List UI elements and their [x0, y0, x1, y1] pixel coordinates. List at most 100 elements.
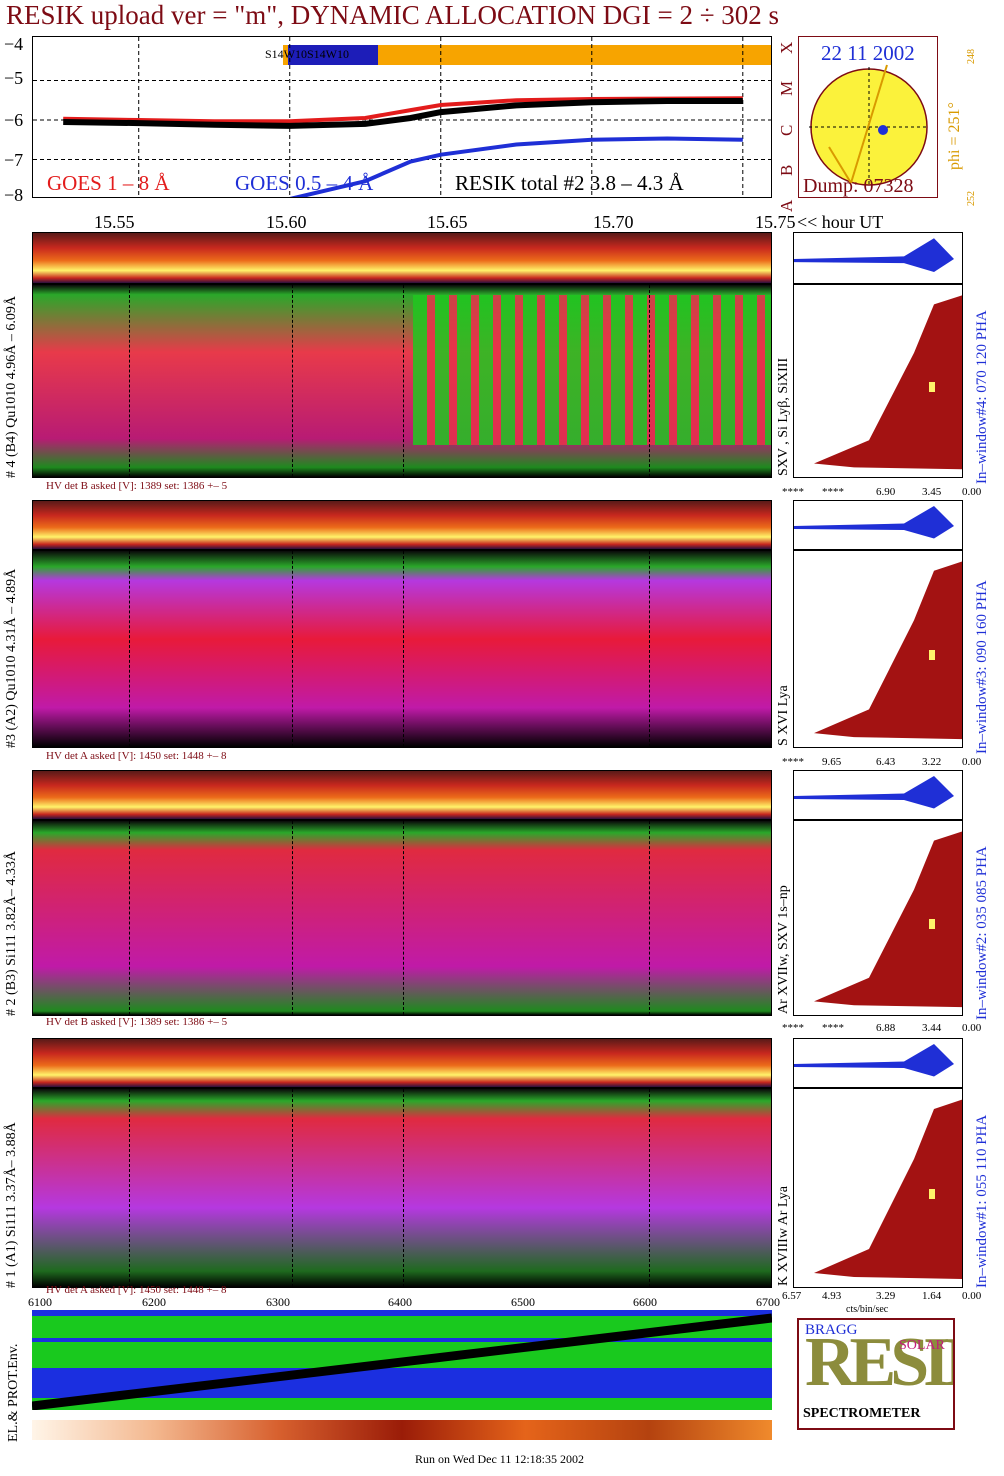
phi-top: 248: [966, 49, 977, 64]
bin-tick: 6700: [756, 1295, 780, 1309]
environment-strip: [32, 1310, 772, 1410]
pha-tick: 3.44: [922, 1022, 942, 1034]
y-tick: −5: [4, 68, 24, 88]
goes-svg: [33, 37, 771, 197]
panel-spectrum-main: [32, 820, 772, 1016]
panel-spectrum-strip: [32, 232, 772, 284]
pha-histogram-small: [793, 232, 963, 284]
goes-y-axis: −4 −5 −6 −7 −8: [0, 30, 30, 210]
color-scale-bar: [32, 1420, 772, 1440]
hour-tick: 15.65: [427, 212, 468, 232]
panel-spectrum-main: [32, 1088, 772, 1288]
logo-big: RESIK: [805, 1324, 953, 1401]
pha-histogram-small: [793, 770, 963, 820]
resik-logo: RESIK BRAGG SOLAR SPECTROMETER: [797, 1318, 955, 1430]
hour-axis-suffix: << hour UT: [797, 212, 884, 232]
panel-crystal-label: # 1 (A1) Si111 3.37Å– 3.88Å: [4, 1122, 19, 1288]
panel-crystal-label: #3 (A2) Qu1010 4.31Å – 4.89Å: [4, 568, 19, 748]
bin-tick: 6500: [511, 1295, 535, 1309]
pha-histogram-large: [793, 1088, 963, 1288]
legend-goes054: GOES 0.5 – 4 Å: [235, 171, 374, 195]
pha-histogram-large: [793, 550, 963, 748]
logo-bragg: BRAGG: [805, 1322, 858, 1338]
pha-tick: 3.29: [876, 1290, 896, 1302]
phi-label: phi = 251°: [946, 102, 963, 170]
pha-tick-row: **** **** 6.90 3.45 0.00: [782, 486, 981, 500]
hour-tick: 15.55: [94, 212, 135, 232]
legend-goes18: GOES 1 – 8 Å: [47, 171, 170, 195]
sun-disk-box: 22 11 2002 Dump: 07328: [798, 36, 938, 198]
pha-tick: ****: [782, 486, 804, 498]
pha-tick: ****: [782, 756, 804, 768]
series-line-resik-total-2-3-8-4-3-: [63, 98, 743, 129]
pha-tick: 6.90: [876, 486, 896, 498]
y-tick: −8: [4, 185, 24, 205]
pha-tick: 0.00: [962, 1022, 982, 1034]
pha-tick-row: **** 9.65 6.43 3.22 0.00: [782, 756, 981, 770]
pha-tick-row: **** **** 6.88 3.44 0.00: [782, 1022, 981, 1036]
class-b: B: [777, 164, 796, 176]
pha-tick: 6.88: [876, 1022, 896, 1034]
panel-hv-readout: HV det A asked [V]: 1450 set: 1448 +– 8: [46, 1284, 227, 1296]
position-bar-label: S14W10S14W10: [265, 47, 349, 61]
y-tick: −6: [4, 110, 24, 130]
panel-spectrum-main: [32, 284, 772, 478]
pha-tick: 4.93: [822, 1290, 842, 1302]
pha-tick: 0.00: [962, 486, 982, 498]
bin-tick: 6400: [388, 1295, 412, 1309]
pha-histogram-small: [793, 500, 963, 550]
panel-crystal-label: # 2 (B3) Si111 3.82Å– 4.33Å: [4, 850, 19, 1016]
panel-hv-readout: HV det A asked [V]: 1450 set: 1448 +– 8: [46, 750, 227, 762]
class-a: A: [777, 199, 796, 212]
pha-tick: 0.00: [962, 1290, 982, 1302]
pha-tick-row: 6.57 4.93 3.29 1.64 0.00: [782, 1290, 981, 1304]
goes-lightcurve-plot: S14W10S14W10 GOES 1 – 8 Å GOES 0.5 – 4 Å…: [32, 36, 772, 198]
dump-label: Dump: 07328: [803, 175, 914, 197]
panel-spectrum-main: [32, 550, 772, 748]
sun-date: 22 11 2002: [821, 41, 915, 65]
pha-histogram-large: [793, 820, 963, 1016]
flare-class-axis: X M C B A: [775, 30, 797, 212]
y-tick: −4: [4, 34, 24, 54]
panel-spectrum-strip: [32, 500, 772, 550]
panel-window-label: In–window#3: 090 160 PHA: [974, 580, 990, 754]
sun-disk: [809, 64, 929, 187]
pha-tick: 1.64: [922, 1290, 942, 1302]
y-tick: −7: [4, 150, 24, 170]
pha-tick: 6.57: [782, 1290, 802, 1302]
bin-tick: 6300: [266, 1295, 290, 1309]
pha-tick: ****: [822, 1022, 844, 1034]
run-timestamp: Run on Wed Dec 11 12:18:35 2002: [415, 1452, 585, 1466]
panel-line-label: Ar XVIIw, SXV 1s–np: [776, 885, 791, 1014]
panel-hv-readout: HV det B asked [V]: 1389 set: 1386 +– 5: [46, 1016, 228, 1028]
bin-tick: 6200: [142, 1295, 166, 1309]
position-bar-dark: [288, 45, 378, 65]
pha-tick: ****: [822, 486, 844, 498]
hour-tick: 15.70: [593, 212, 634, 232]
panel-spectrum-strip: [32, 770, 772, 820]
pha-histogram-large: [793, 284, 963, 478]
pha-tick: ****: [782, 1022, 804, 1034]
position-bar: [283, 45, 771, 65]
hour-tick: 15.75: [755, 212, 796, 232]
series-line-goes-0-5-4-: [289, 136, 743, 197]
pha-tick: 0.00: [962, 756, 982, 768]
logo-solar: SOLAR: [899, 1338, 945, 1353]
pha-tick: 9.65: [822, 756, 842, 768]
panel-window-label: In–window#1: 055 110 PHA: [974, 1114, 990, 1288]
pha-tick: 3.45: [922, 486, 942, 498]
legend-resik: RESIK total #2 3.8 – 4.3 Å: [455, 171, 684, 195]
pha-tick: 3.22: [922, 756, 942, 768]
bin-tick: 6600: [633, 1295, 657, 1309]
panel-crystal-label: # 4 (B4) Qu1010 4.96Å – 6.09Å: [4, 296, 19, 478]
panel-line-label: S XVI Lya: [776, 685, 791, 746]
panel-window-label: In–window#4: 070 120 PHA: [974, 310, 990, 484]
class-x: X: [777, 41, 796, 54]
class-m: M: [777, 80, 796, 96]
panel-hv-readout: HV det B asked [V]: 1389 set: 1386 +– 5: [46, 480, 228, 492]
hour-tick: 15.60: [266, 212, 307, 232]
pha-tick: 6.43: [876, 756, 896, 768]
env-label: EL.& PROT.Env.: [6, 1343, 21, 1442]
phi-bottom: 252: [966, 191, 977, 206]
panel-line-label: SXV , Si Lyβ, SiXIII: [776, 357, 791, 476]
